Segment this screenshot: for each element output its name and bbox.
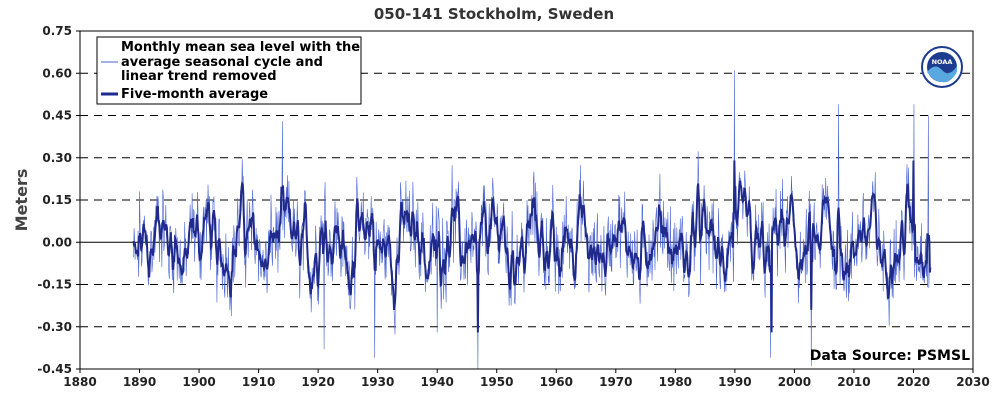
y-tick-label: 0.60 bbox=[42, 66, 72, 80]
noaa-logo-wave bbox=[927, 66, 957, 83]
x-tick-label: 1910 bbox=[242, 375, 275, 389]
legend-box bbox=[96, 36, 362, 105]
x-tick-label: 2000 bbox=[778, 375, 811, 389]
x-tick-label: 1880 bbox=[63, 375, 96, 389]
y-axis: 0.75 0.60 0.45 0.30 0.15 0.00 -0.15 -0.30 -0.45 bbox=[37, 24, 80, 376]
five-month-average-line bbox=[132, 160, 932, 333]
x-tick-label: 1960 bbox=[540, 375, 573, 389]
y-tick-label: 0.30 bbox=[42, 151, 72, 165]
x-tick-label: 1930 bbox=[361, 375, 394, 389]
five-month-series bbox=[132, 160, 932, 333]
y-tick-label: 0.45 bbox=[42, 109, 72, 123]
x-tick-label: 1950 bbox=[480, 375, 513, 389]
noaa-logo: NOAA bbox=[921, 46, 963, 88]
legend-monthly-label-line2: average seasonal cycle and bbox=[121, 55, 323, 70]
y-tick-label: -0.45 bbox=[37, 362, 72, 376]
x-tick-label: 1920 bbox=[301, 375, 334, 389]
legend-monthly-label-line1: Monthly mean sea level with the bbox=[121, 40, 360, 55]
x-tick-label: 2010 bbox=[837, 375, 870, 389]
x-tick-label: 1900 bbox=[182, 375, 215, 389]
legend-monthly-label-line3: linear trend removed bbox=[121, 69, 277, 84]
y-tick-label: -0.30 bbox=[37, 320, 72, 334]
noaa-logo-text: NOAA bbox=[932, 58, 953, 66]
y-tick-label: 0.75 bbox=[42, 24, 72, 38]
x-tick-label: 1990 bbox=[718, 375, 751, 389]
chart-title: 050-141 Stockholm, Sweden bbox=[374, 5, 614, 23]
y-axis-label: Meters bbox=[12, 169, 31, 232]
x-tick-label: 2020 bbox=[897, 375, 930, 389]
x-axis: 1880 1890 1900 1910 1920 1930 1940 1950 1960 1970… bbox=[63, 369, 990, 389]
x-tick-label: 2030 bbox=[956, 375, 989, 389]
x-tick-label: 1940 bbox=[420, 375, 453, 389]
y-tick-label: 0.15 bbox=[42, 193, 72, 207]
x-tick-label: 1890 bbox=[123, 375, 156, 389]
legend: Monthly mean sea level with the average … bbox=[96, 36, 362, 105]
y-tick-label: -0.15 bbox=[37, 278, 72, 292]
x-tick-label: 1980 bbox=[659, 375, 692, 389]
x-tick-label: 1970 bbox=[599, 375, 632, 389]
data-source-label: Data Source: PSMSL bbox=[810, 348, 970, 364]
legend-five-month-label: Five-month average bbox=[121, 87, 268, 102]
y-tick-label: 0.00 bbox=[42, 235, 72, 249]
